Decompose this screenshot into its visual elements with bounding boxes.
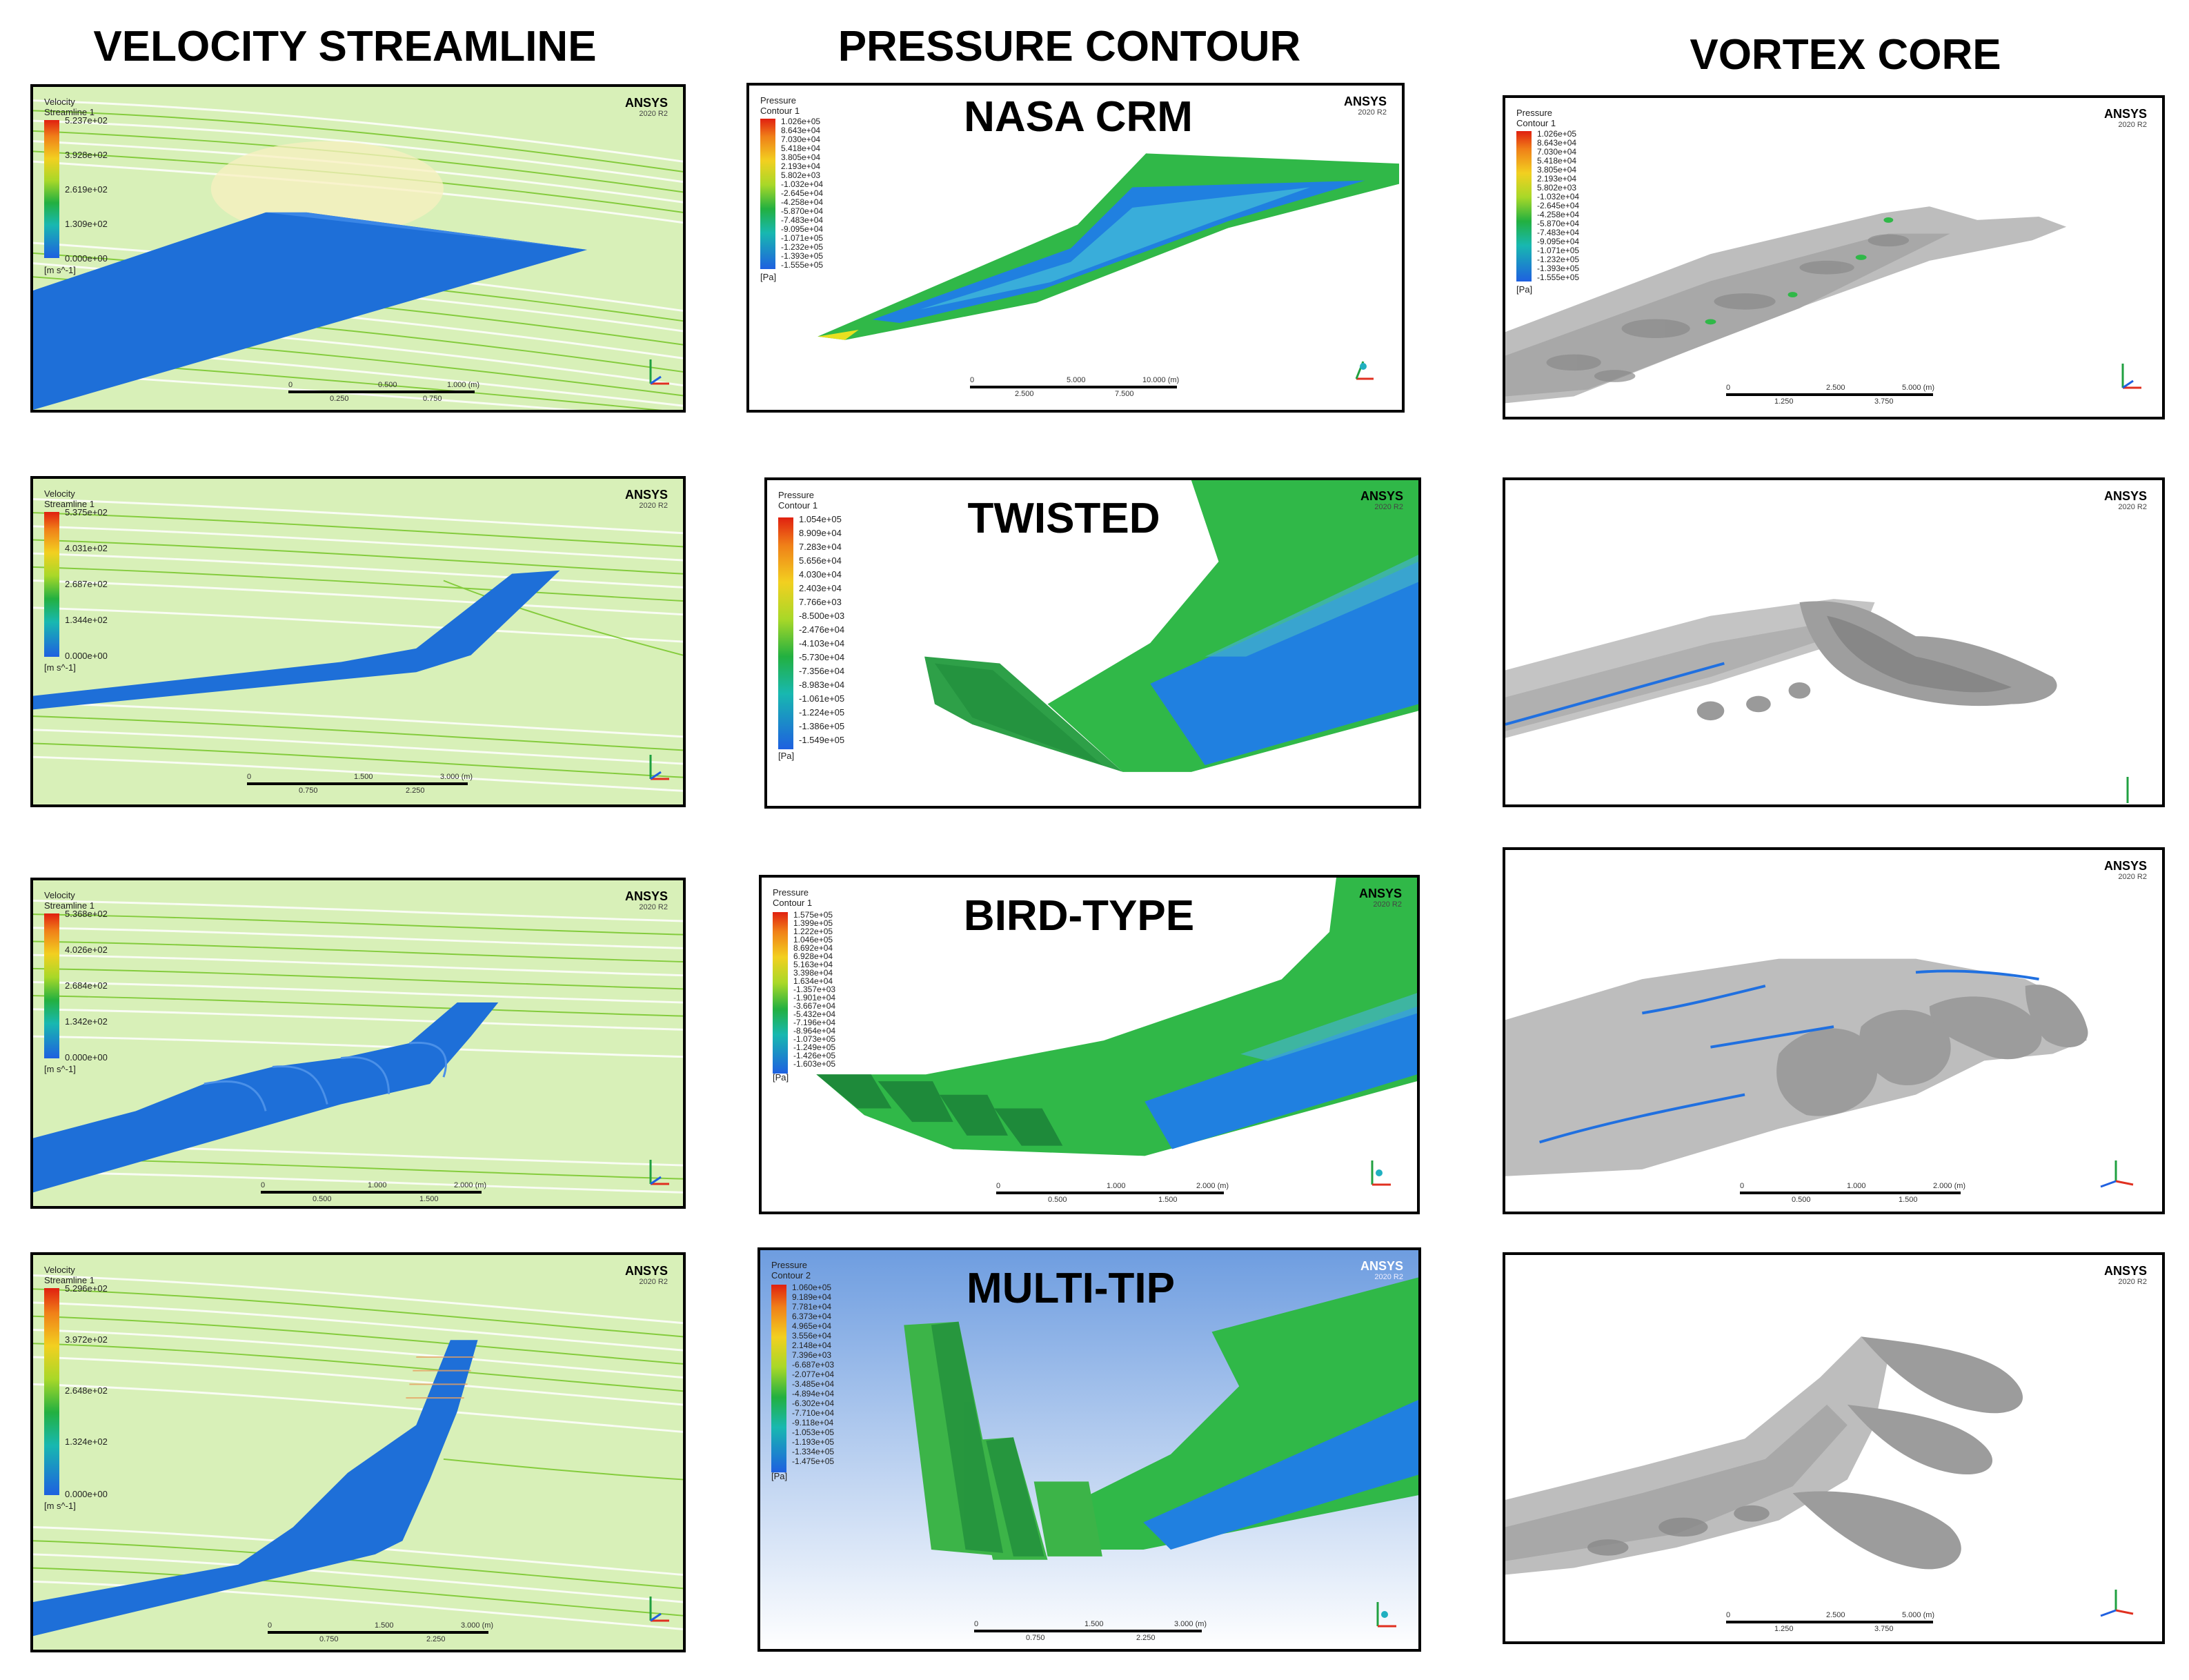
ansys-logo: ANSYS 2020 R2 (1358, 887, 1402, 909)
velocity-panel-nasa-crm: Velocity Streamline 1 5.237e+02 3.928e+0… (30, 84, 686, 413)
axis-triad-icon (649, 755, 669, 780)
scale-bar: 0 1.500 3.000 (m) 0.750 2.250 (247, 773, 473, 795)
ansys-logo: ANSYS 2020 R2 (1360, 489, 1403, 511)
scale-bar: 0 2.500 5.000 (m) 1.250 3.750 (1726, 384, 1935, 406)
axis-triad-icon (1355, 361, 1374, 380)
legend-subtitle: Streamline 1 (44, 107, 95, 117)
ansys-logo: ANSYS 2020 R2 (1343, 95, 1387, 117)
legend-tick: 2.619e+02 (65, 184, 108, 195)
scale-bar: 0 5.000 10.000 (m) 2.500 7.500 (970, 376, 1180, 398)
color-bar (44, 120, 59, 258)
pressure-panel-twisted: TWISTED Pressure Contour 1 1.054e+05 8.9… (764, 477, 1421, 809)
pressure-legend-4: Pressure Contour 2 1.060e+05 9.189e+04 7… (771, 1260, 835, 1481)
ansys-logo: ANSYS 2020 R2 (1360, 1259, 1403, 1281)
velocity-render-1 (33, 87, 683, 410)
axis-triad-icon (2121, 364, 2141, 389)
case-label-bird-type: BIRD-TYPE (963, 892, 1195, 940)
axis-triad-icon (649, 1160, 669, 1185)
legend-title: Velocity (44, 97, 75, 107)
axis-triad-icon (2126, 777, 2129, 803)
axis-triad-icon (2100, 1590, 2134, 1617)
velocity-panel-bird-type: Velocity Streamline 1 5.368e+02 4.026e+0… (30, 878, 686, 1209)
legend-tick: 0.000e+00 (65, 253, 108, 264)
case-label-twisted: TWISTED (967, 495, 1160, 542)
ansys-logo: ANSYS 2020 R2 (624, 889, 668, 911)
ansys-logo: ANSYS 2020 R2 (624, 1264, 668, 1286)
vortex-panel-twisted: ANSYS 2020 R2 (1503, 477, 2165, 807)
case-label-multi-tip: MULTI-TIP (967, 1265, 1175, 1312)
pressure-panel-multi-tip: MULTI-TIP Pressure Contour 2 1.060e+05 9… (757, 1247, 1421, 1652)
column-title-pressure: PRESSURE CONTOUR (838, 23, 1301, 70)
axis-triad-icon (649, 359, 669, 385)
pressure-render-2 (767, 480, 1418, 806)
scale-bar: 0 1.000 2.000 (m) 0.500 1.500 (1740, 1182, 1966, 1204)
velocity-panel-multi-tip: Velocity Streamline 1 5.296e+02 3.972e+0… (30, 1252, 686, 1652)
ansys-logo: ANSYS 2020 R2 (2103, 1264, 2147, 1286)
case-label-nasa-crm: NASA CRM (964, 93, 1193, 141)
pressure-render-1 (749, 86, 1402, 410)
legend-tick: 1.309e+02 (65, 219, 108, 229)
legend-unit: [m s^-1] (44, 265, 76, 275)
velocity-render-3 (33, 880, 683, 1206)
scale-bar: 0 1.000 2.000 (m) 0.500 1.500 (261, 1181, 487, 1203)
velocity-panel-twisted: Velocity Streamline 1 5.375e+02 4.031e+0… (30, 476, 686, 807)
axis-triad-icon (1376, 1602, 1396, 1628)
velocity-legend-1: Velocity Streamline 1 5.237e+02 3.928e+0… (44, 97, 108, 275)
scale-bar: 0 1.500 3.000 (m) 0.750 2.250 (268, 1621, 494, 1643)
legend-tick: 5.237e+02 (65, 115, 108, 126)
ansys-logo: ANSYS 2020 R2 (624, 96, 668, 118)
scale-bar: 0 1.000 2.000 (m) 0.500 1.500 (996, 1182, 1229, 1204)
ansys-logo: ANSYS 2020 R2 (624, 488, 668, 510)
pressure-render-4 (760, 1250, 1418, 1649)
pressure-render-3 (762, 878, 1417, 1212)
column-title-vortex: VORTEX CORE (1690, 31, 2001, 79)
pressure-legend-1: Pressure Contour 1 1.026e+05 8.643e+04 7… (760, 95, 824, 282)
vortex-render-2 (1505, 480, 2162, 804)
axis-triad-icon (1371, 1160, 1391, 1186)
vortex-render-1 (1505, 98, 2162, 417)
vortex-panel-nasa-crm: Pressure Contour 1 1.026e+05 8.643e+04 7… (1503, 95, 2165, 419)
vortex-panel-multi-tip: ANSYS 2020 R2 0 2.500 5.000 (m) 1.250 3.7… (1503, 1252, 2165, 1644)
vortex-legend-1: Pressure Contour 1 1.026e+05 8.643e+04 7… (1516, 108, 1580, 295)
vortex-render-3 (1505, 850, 2162, 1212)
scale-bar: 0 2.500 5.000 (m) 1.250 3.750 (1726, 1611, 1935, 1633)
scale-bar: 0 0.500 1.000 (m) 0.250 0.750 (288, 381, 480, 403)
vortex-panel-bird-type: ANSYS 2020 R2 0 1.000 2.000 (m) 0.500 1.5… (1503, 847, 2165, 1214)
pressure-panel-nasa-crm: NASA CRM Pressure Contour 1 1.026e+05 8.… (746, 83, 1405, 413)
legend-tick: 3.928e+02 (65, 150, 108, 160)
velocity-legend-2: Velocity Streamline 1 5.375e+02 4.031e+0… (44, 488, 108, 673)
velocity-legend-4: Velocity Streamline 1 5.296e+02 3.972e+0… (44, 1265, 108, 1511)
axis-triad-icon (2100, 1160, 2134, 1188)
ansys-logo: ANSYS 2020 R2 (2103, 489, 2147, 511)
pressure-panel-bird-type: BIRD-TYPE Pressure Contour 1 1.575e+05 1… (759, 875, 1420, 1214)
velocity-render-4 (33, 1255, 683, 1650)
ansys-logo: ANSYS 2020 R2 (2103, 107, 2147, 129)
pressure-legend-3: Pressure Contour 1 1.575e+05 1.399e+05 1… (773, 887, 836, 1083)
ansys-logo: ANSYS 2020 R2 (2103, 859, 2147, 881)
vortex-render-4 (1505, 1255, 2162, 1641)
scale-bar: 0 1.500 3.000 (m) 0.750 2.250 (974, 1620, 1207, 1642)
pressure-legend-2: Pressure Contour 1 1.054e+05 8.909e+04 7… (778, 490, 845, 761)
axis-triad-icon (649, 1597, 669, 1622)
velocity-legend-3: Velocity Streamline 1 5.368e+02 4.026e+0… (44, 890, 108, 1074)
velocity-render-2 (33, 479, 683, 804)
column-title-velocity: VELOCITY STREAMLINE (93, 23, 597, 70)
